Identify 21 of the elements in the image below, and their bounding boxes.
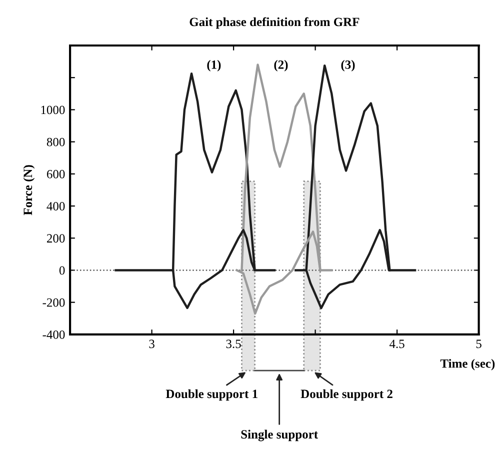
chart-title: Gait phase definition from GRF <box>190 17 360 29</box>
x-tick-label: 5 <box>476 340 482 348</box>
text: Single support <box>241 430 318 442</box>
y-tick-label: 0 <box>59 266 65 275</box>
y-tick-label: -200 <box>42 298 65 307</box>
band-label: Double support 2 <box>300 389 392 401</box>
x-tick-label: 3.5 <box>226 340 241 348</box>
y-tick-label: 600 <box>46 170 65 178</box>
y-tick-label: 800 <box>46 138 65 146</box>
annotation: (1) <box>207 60 221 72</box>
annotation: (3) <box>341 60 355 72</box>
y-tick-label: -400 <box>42 330 65 339</box>
y-axis-title: Force (N) <box>23 165 35 216</box>
band-label: Double support 1 <box>166 389 258 401</box>
x-tick-label: 4.5 <box>389 340 404 348</box>
y-tick-label: 400 <box>46 202 65 210</box>
x-axis-title: Time (sec) <box>440 358 495 370</box>
y-tick-label: 1000 <box>41 106 65 114</box>
y-tick-label: 200 <box>46 234 65 243</box>
x-tick-label: 3 <box>149 340 154 348</box>
annotation: (2) <box>274 60 288 72</box>
